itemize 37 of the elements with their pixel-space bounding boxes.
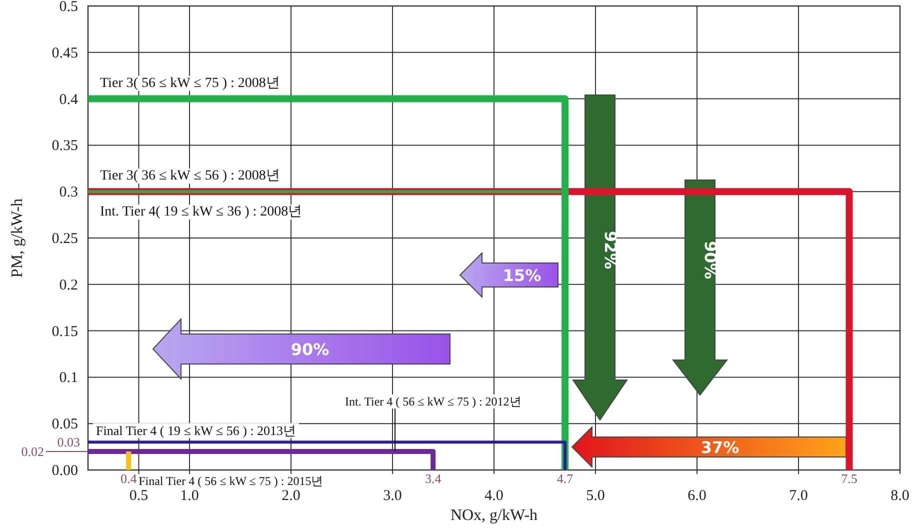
- annotation: 4.7: [556, 471, 574, 486]
- y-tick-label: 0.25: [52, 231, 78, 247]
- y-tick-label: 0.00: [52, 463, 78, 479]
- text: Int. Tier 4 ( 56 ≤ kW ≤ 75 ) : 2012년: [345, 394, 522, 408]
- y-tick-label: 0.3: [59, 184, 78, 201]
- y-axis-title: PM, g/kW-h: [9, 198, 26, 278]
- x-tick-label: 2.0: [282, 488, 300, 504]
- series-label: Tier 3( 36 ≤ kW ≤ 56 ) : 2008년: [100, 168, 280, 184]
- annotation: 37%: [700, 438, 740, 457]
- x-tick-label: 5.0: [586, 488, 605, 504]
- y-tick-label: 0.35: [52, 138, 78, 154]
- annotation: 15%: [502, 266, 542, 285]
- y-tick-label: 0.1: [59, 370, 78, 386]
- y-tick-label: 0.15: [52, 324, 78, 340]
- annotation: 7.5: [841, 471, 858, 486]
- y-tick-label: 0.4: [59, 92, 78, 108]
- x-tick-label: 6.0: [688, 488, 706, 504]
- series-label: Final Tier 4 ( 19 ≤ kW ≤ 56 ) : 2013년: [96, 423, 296, 438]
- y-tick-label: 0.2: [59, 277, 78, 294]
- annotation: 0.02: [21, 444, 44, 459]
- series-label: Tier 3( 56 ≤ kW ≤ 75 ) : 2008년: [100, 76, 280, 91]
- x-tick-label: 0.5: [129, 488, 148, 504]
- y-tick-label: 0.05: [52, 416, 78, 433]
- y-tick-label: 0.5: [59, 0, 78, 15]
- x-tick-label: 4.0: [484, 488, 504, 504]
- x-axis-title: NOx, g/kW-h: [450, 507, 538, 524]
- x-tick-label: 7.0: [789, 488, 808, 504]
- y-tick-label: 0.45: [52, 45, 78, 62]
- annotation: 3.4: [424, 471, 442, 486]
- annotation: 0.03: [57, 434, 80, 450]
- x-tick-label: 1.0: [180, 488, 199, 504]
- x-tick-label: 3.0: [383, 488, 402, 504]
- annotation: 0.4: [120, 471, 138, 486]
- series-label: Int. Tier 4( 19 ≤ kW ≤ 36 ) : 2008년: [100, 204, 302, 220]
- x-tick-label: 8.0: [890, 488, 910, 504]
- series-label: Final Tier 4 ( 56 ≤ kW ≤ 75 ) : 2015년: [138, 474, 324, 488]
- annotation: 90%: [290, 340, 330, 359]
